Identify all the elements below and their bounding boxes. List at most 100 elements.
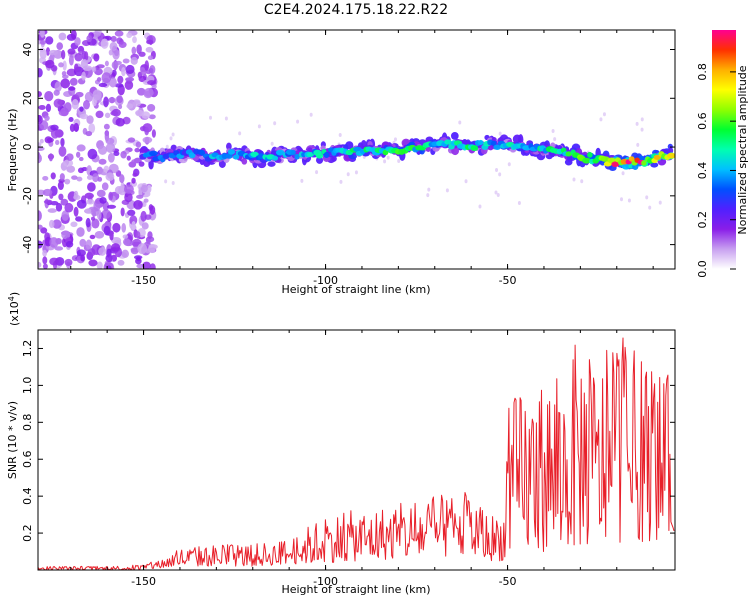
noise-blob — [80, 59, 89, 69]
noise-blob — [132, 172, 138, 177]
noise-blob — [45, 36, 54, 45]
noise-blob — [553, 137, 557, 142]
noise-blob — [85, 208, 92, 214]
snr-frame — [37, 329, 676, 571]
noise-blob — [42, 256, 48, 265]
noise-blob — [54, 246, 64, 251]
y-tick-label: -40 — [21, 236, 34, 254]
noise-blob — [109, 41, 118, 51]
noise-blob — [119, 174, 125, 184]
spectrogram-panel: -150 -100 -50 -40 -20 0 20 40 Height of straig… — [6, 29, 676, 296]
noise-blob — [126, 103, 134, 109]
noise-blob — [133, 199, 143, 210]
noise-blob — [113, 151, 120, 157]
noise-blob — [85, 131, 93, 137]
noise-blob — [89, 234, 96, 240]
noise-blob — [103, 96, 109, 108]
noise-blob — [40, 227, 48, 234]
noise-blob — [635, 121, 639, 126]
noise-blob — [109, 77, 117, 88]
noise-blob — [137, 243, 148, 255]
noise-blob — [354, 170, 358, 175]
noise-blob — [38, 261, 42, 268]
ridge-blob — [382, 149, 389, 156]
noise-blob — [621, 171, 625, 176]
noise-blob — [121, 249, 129, 258]
noise-blob — [110, 110, 119, 116]
ridge-blob — [227, 149, 236, 155]
noise-blob — [42, 263, 48, 269]
noise-blob — [42, 175, 49, 181]
noise-blob — [338, 132, 342, 137]
noise-blob — [58, 146, 67, 157]
noise-blob — [79, 113, 89, 120]
snr-y-ticks: 0.2 0.4 0.6 0.8 1.0 1.2 — [21, 340, 675, 542]
ridge-blob — [188, 152, 196, 159]
noise-blob — [91, 218, 100, 229]
noise-blob — [93, 53, 100, 62]
noise-blob — [151, 129, 156, 138]
noise-blob — [640, 127, 644, 132]
noise-blob — [125, 77, 135, 82]
noise-blob — [101, 182, 109, 191]
noise-blob — [136, 194, 144, 199]
x-tick-label: -100 — [313, 575, 338, 588]
noise-blob — [120, 150, 127, 159]
noise-blob — [393, 137, 397, 142]
noise-blob — [136, 256, 141, 262]
noise-blob — [98, 145, 108, 155]
noise-blob — [164, 179, 168, 184]
noise-blob — [75, 151, 81, 158]
noise-blob — [507, 162, 511, 167]
noise-blob — [117, 259, 125, 266]
noise-blob — [38, 210, 42, 222]
ridge-blob — [353, 146, 362, 153]
snr-panel: -150 -100 -50 0.2 0.4 0.6 0.8 1.0 1.2 Height of… — [6, 292, 676, 596]
noise-blob — [83, 99, 90, 110]
x-tick-label: -150 — [131, 274, 156, 287]
noise-blob — [224, 116, 228, 121]
noise-blob — [50, 172, 56, 180]
noise-blob — [118, 104, 123, 110]
noise-blob — [131, 46, 137, 55]
noise-blob — [50, 124, 59, 131]
ridge-blob — [149, 150, 158, 157]
noise-blob — [55, 139, 60, 146]
noise-blob — [397, 159, 401, 164]
noise-blob — [66, 165, 76, 173]
noise-blob — [71, 175, 78, 180]
colorbar-gradient — [712, 30, 736, 269]
ridge-blob — [565, 151, 572, 157]
noise-blob — [140, 184, 148, 193]
noise-blob — [60, 137, 65, 147]
noise-blob — [57, 181, 64, 191]
noise-blob — [94, 231, 105, 239]
noise-blob — [45, 59, 55, 69]
noise-blob — [69, 77, 78, 86]
y-tick-label: 0.6 — [21, 450, 34, 468]
noise-blob — [73, 122, 80, 133]
ridge-blob — [587, 152, 593, 158]
ridge-blob — [450, 131, 459, 140]
noise-blob — [134, 147, 140, 153]
noise-blob — [108, 191, 113, 201]
snr-y-multiplier: (x104) — [7, 292, 21, 326]
ridge-blob — [667, 152, 675, 159]
noise-blob — [48, 219, 55, 229]
noise-blob — [87, 148, 98, 160]
noise-blob — [79, 238, 87, 247]
noise-blob — [300, 178, 304, 183]
y-tick-label: 0.2 — [21, 524, 34, 542]
noise-blob — [45, 103, 52, 113]
noise-blob — [73, 206, 79, 217]
noise-blob — [39, 30, 45, 38]
noise-blob — [105, 137, 115, 145]
noise-blob — [141, 111, 151, 119]
figure-title: C2E4.2024.175.18.22.R22 — [264, 2, 448, 18]
noise-blob — [61, 210, 70, 221]
noise-blob — [108, 49, 113, 56]
noise-blob — [122, 234, 129, 239]
y-tick-label: 0 — [21, 144, 34, 151]
noise-blob — [80, 254, 85, 262]
noise-blob — [517, 201, 521, 206]
